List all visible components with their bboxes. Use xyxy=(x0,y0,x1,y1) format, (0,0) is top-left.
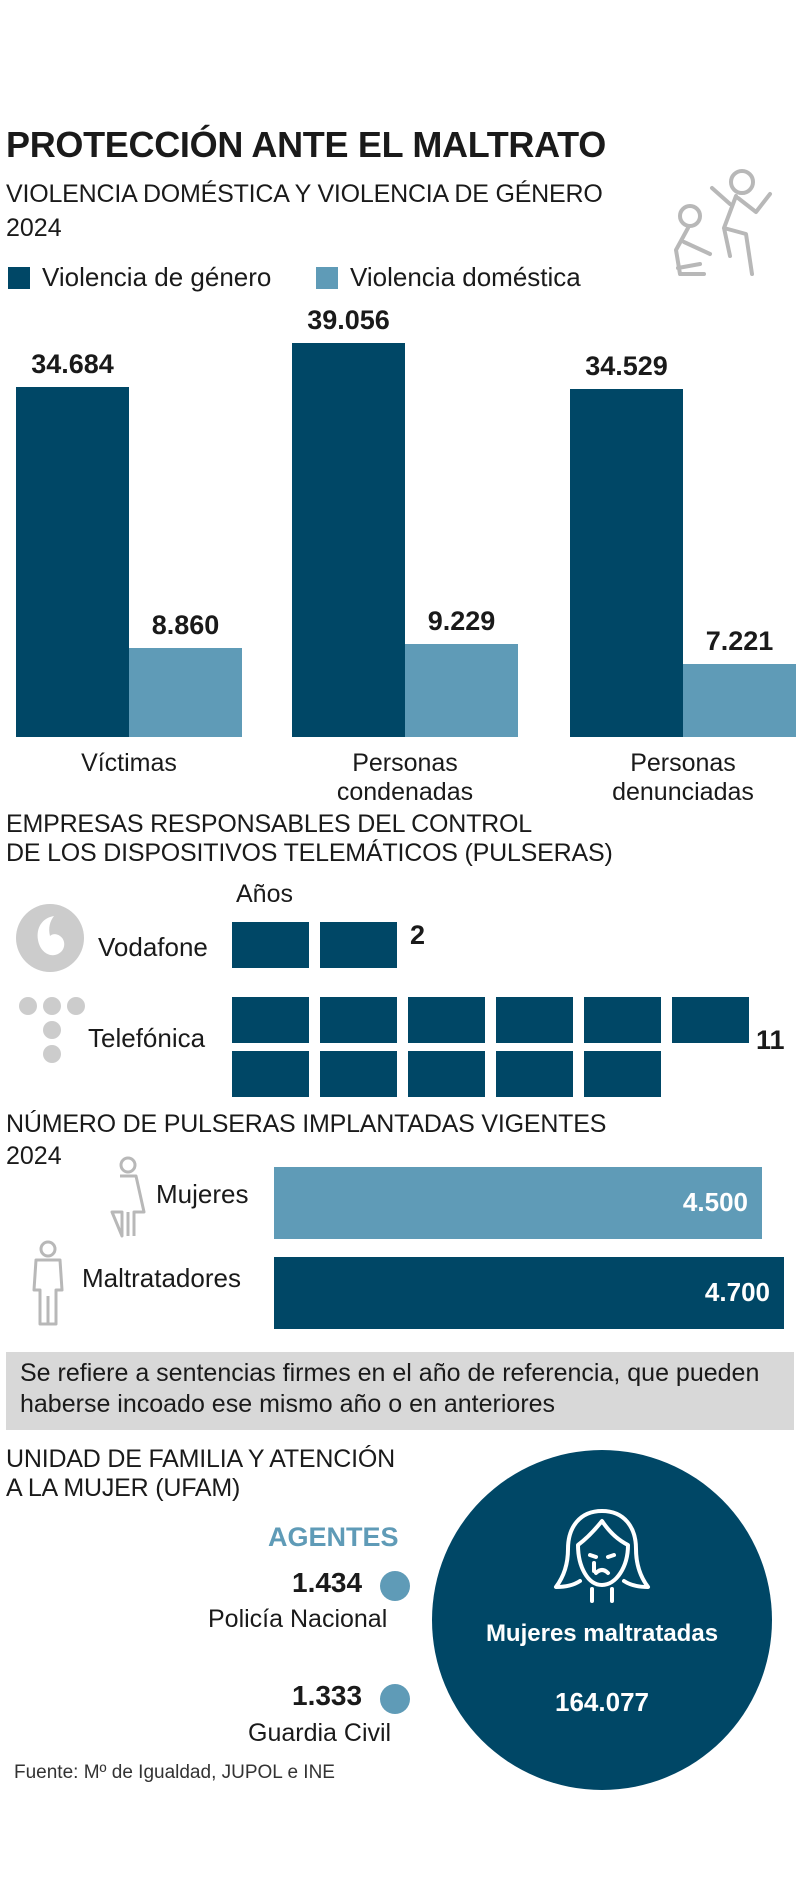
man-icon xyxy=(32,1240,64,1326)
year-block-telefonica xyxy=(320,1051,397,1097)
pulseras-bar-2 xyxy=(274,1257,784,1329)
section3-title: NÚMERO DE PULSERAS IMPLANTADAS VIGENTES xyxy=(6,1110,607,1138)
year-block-telefonica xyxy=(584,1051,661,1097)
bar-value-label: 7.221 xyxy=(705,626,774,656)
pulseras-value-label: 4.500 xyxy=(682,1187,748,1217)
bar-value-label: 34.684 xyxy=(31,349,114,379)
company-label-telefonica: Telefónica xyxy=(88,1023,206,1053)
legend-label-genero: Violencia de género xyxy=(42,262,272,292)
legend-label-domestica: Violencia doméstica xyxy=(350,262,581,292)
category-label: Personas condenadas xyxy=(336,749,474,806)
year-block-vodafone xyxy=(320,922,397,968)
year-block-telefonica xyxy=(320,997,397,1043)
year-block-vodafone xyxy=(232,922,309,968)
pulseras-label-mujeres: Mujeres xyxy=(156,1179,249,1209)
woman-icon xyxy=(110,1156,146,1238)
year-block-telefonica xyxy=(672,997,749,1043)
page-title: PROTECCIÓN ANTE EL MALTRATO xyxy=(6,124,606,165)
years-value-vodafone: 2 xyxy=(410,920,426,950)
years-value-telefonica: 11 xyxy=(756,1025,785,1055)
year-block-telefonica xyxy=(496,1051,573,1097)
year-block-telefonica xyxy=(496,997,573,1043)
agents-value-guardia: 1.333 xyxy=(292,1680,363,1711)
source-note: Fuente: Mº de Igualdad, JUPOL e INE xyxy=(14,1762,335,1783)
agents-label: AGENTES xyxy=(268,1522,399,1552)
bar-value-label: 8.860 xyxy=(151,610,220,640)
category-label: Personas denunciadas xyxy=(612,749,754,806)
year-block-telefonica xyxy=(408,997,485,1043)
agents-value-policia: 1.434 xyxy=(292,1567,363,1598)
category-label: Víctimas xyxy=(81,749,177,777)
maltratadas-value: 164.077 xyxy=(555,1687,649,1717)
bar-genero-2 xyxy=(292,343,405,737)
year-block-telefonica xyxy=(584,997,661,1043)
year-block-telefonica xyxy=(408,1051,485,1097)
legend-swatch-domestica xyxy=(316,267,338,289)
section4-title-line1: UNIDAD DE FAMILIA Y ATENCIÓN xyxy=(6,1445,395,1473)
section1-year: 2024 xyxy=(6,214,62,242)
agents-label-policia: Policía Nacional xyxy=(208,1605,388,1633)
bar-domestica-1 xyxy=(129,648,242,737)
year-block-telefonica xyxy=(232,1051,309,1097)
year-block-telefonica xyxy=(232,997,309,1043)
legend-swatch-genero xyxy=(8,267,30,289)
footnote-box: Se refiere a sentencias firmes en el año… xyxy=(6,1352,794,1430)
bar-genero-3 xyxy=(570,389,683,737)
maltratadas-label: Mujeres maltratadas xyxy=(485,1620,719,1647)
vodafone-logo xyxy=(16,904,84,972)
years-unit-label: Años xyxy=(236,880,293,908)
violence-icon xyxy=(674,169,772,276)
agents-dot-policia xyxy=(380,1571,410,1601)
bar-value-label: 39.056 xyxy=(307,305,390,335)
section3-year: 2024 xyxy=(6,1142,62,1170)
pulseras-label-maltratadores: Maltratadores xyxy=(82,1263,241,1293)
bar-domestica-3 xyxy=(683,664,796,737)
agents-label-guardia: Guardia Civil xyxy=(248,1719,392,1747)
pulseras-value-label: 4.700 xyxy=(704,1277,770,1307)
bar-value-label: 34.529 xyxy=(585,351,668,381)
crying-woman-icon xyxy=(554,1509,650,1603)
company-label-vodafone: Vodafone xyxy=(98,932,208,962)
pulseras-bar-1 xyxy=(274,1167,762,1239)
section4-title-line2: A LA MUJER (UFAM) xyxy=(6,1474,241,1502)
agents-dot-guardia xyxy=(380,1684,410,1714)
bar-value-label: 9.229 xyxy=(427,606,496,636)
bar-domestica-2 xyxy=(405,644,518,737)
section2-title-line2: DE LOS DISPOSITIVOS TELEMÁTICOS (PULSERA… xyxy=(6,839,613,867)
maltratadas-circle xyxy=(432,1450,772,1790)
section1-title: VIOLENCIA DOMÉSTICA Y VIOLENCIA DE GÉNER… xyxy=(6,180,603,208)
telefonica-logo xyxy=(19,997,85,1063)
bar-genero-1 xyxy=(16,387,129,737)
section2-title-line1: EMPRESAS RESPONSABLES DEL CONTROL xyxy=(6,810,532,838)
